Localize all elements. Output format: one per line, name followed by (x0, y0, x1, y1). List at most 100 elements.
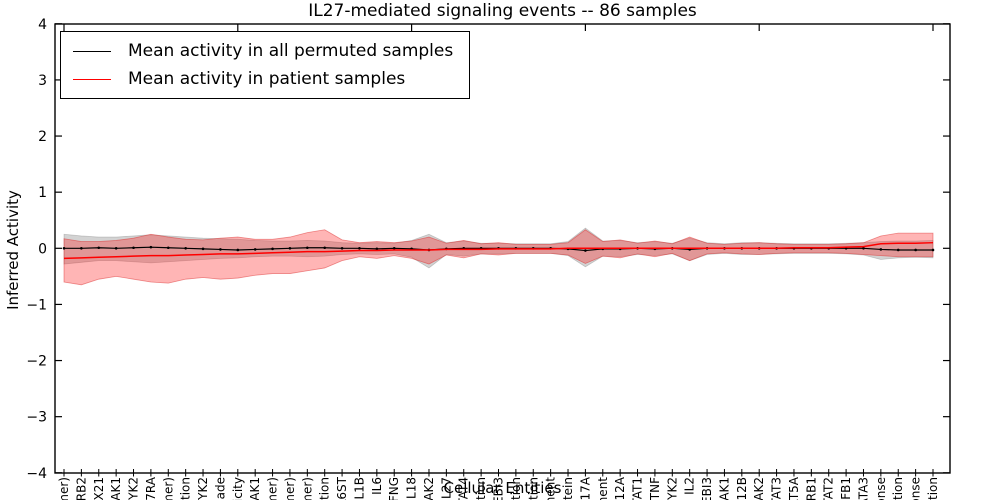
x-category-label: TBX21 (92, 477, 106, 500)
legend-line-sample-patient (73, 78, 111, 80)
x-category-label: STAT3 (770, 477, 784, 500)
permuted-mean-marker (114, 247, 118, 250)
permuted-mean-marker (340, 247, 344, 250)
x-category-label: IL27/EBI3 (492, 477, 506, 500)
legend-entry-patient: Mean activity in patient samples (73, 69, 453, 89)
permuted-mean-marker (253, 248, 257, 251)
x-category-label: IL12/IL12R/TYK2/JAK2 (422, 477, 436, 500)
permuted-mean-marker (149, 245, 153, 249)
permuted-mean-marker (306, 246, 309, 250)
x-category-label: TNF (648, 477, 662, 500)
x-category-label: IL18 (405, 477, 419, 500)
x-category-label: IL27/IL27R/JAK2/TYK2 (196, 477, 210, 500)
x-category-label: GATA3 (856, 477, 870, 500)
permuted-mean-marker (132, 246, 135, 250)
x-category-label: IL2 (683, 477, 697, 495)
x-category-label: T cell proliferation (179, 477, 193, 500)
x-category-label: positive regulation of T cell mediated c… (231, 477, 245, 500)
legend: Mean activity in all permuted samples Me… (60, 31, 471, 99)
permuted-mean-marker (323, 246, 327, 250)
y-tick-label: −4 (26, 466, 47, 482)
permuted-mean-marker (375, 247, 379, 251)
x-category-label: IL6ST (335, 476, 349, 500)
x-category-label: TYK2 (665, 477, 679, 500)
permuted-mean-marker (862, 247, 865, 250)
y-tick-label: 4 (38, 17, 47, 33)
x-category-label: T cell activation (526, 477, 540, 500)
permuted-mean-marker (184, 247, 187, 250)
permuted-mean-marker (931, 248, 935, 252)
x-category-label: IL17A (578, 476, 592, 500)
x-category-label: T cell differentiation (474, 477, 488, 500)
x-category-label: IL27RA (144, 476, 158, 500)
chart-title: IL27-mediated signaling events -- 86 sam… (308, 1, 697, 21)
x-category-label: IL12RB1 (804, 477, 818, 500)
x-category-label: T-helper 2 cell differentiation (891, 477, 905, 500)
permuted-mean-marker (236, 248, 240, 252)
y-tick-label: 0 (38, 241, 47, 257)
x-category-label: STAT1 (dimer) (57, 477, 71, 500)
legend-label-patient: Mean activity in patient samples (128, 69, 406, 89)
x-category-label: positive regulation of tyrosine phosphor… (561, 477, 575, 500)
legend-entry-permuted: Mean activity in all permuted samples (73, 41, 453, 61)
x-category-label: IL12RB2 (74, 477, 88, 500)
y-axis-label: Inferred Activity (4, 190, 22, 310)
y-tick-label: −1 (26, 297, 47, 313)
permuted-mean-marker (896, 248, 900, 252)
permuted-mean-marker (201, 247, 205, 251)
x-category-label: JAK2 (752, 477, 766, 500)
permuted-mean-marker (914, 248, 917, 252)
permuted-mean-marker (62, 247, 66, 250)
permuted-mean-marker (219, 248, 222, 251)
permuted-mean-marker (80, 247, 83, 250)
y-tick-label: −3 (26, 410, 47, 426)
permuted-mean-marker (879, 248, 883, 251)
x-category-label: CD4-positive alpha-beta T cell lineage c… (544, 477, 558, 500)
y-tick-label: 1 (38, 185, 47, 201)
permuted-mean-marker (392, 247, 396, 250)
x-category-label: positive regulation of mast cell cytokin… (318, 477, 332, 500)
x-category-label: MAPKKK cascade (213, 477, 227, 500)
permuted-mean-marker (166, 246, 170, 250)
x-category-label: STAT3 (dimer) (283, 477, 297, 500)
x-category-label: monocyte differentiation (509, 477, 523, 500)
x-category-label: T-helper cell lineage commitment (596, 477, 610, 500)
legend-line-sample-permuted (73, 50, 111, 52)
x-category-label: mast cell activation (926, 477, 940, 500)
x-axis-label: Cellular Entities (443, 479, 562, 497)
permuted-mean-marker (288, 247, 292, 250)
x-category-label: IL27R/JAK2/TYK2 (127, 477, 141, 500)
x-category-label: IL27 (439, 477, 453, 500)
x-category-label: IL12B (735, 477, 749, 500)
x-category-label: IL1B (352, 477, 366, 500)
x-category-label: STAT4 (dimer) (161, 477, 175, 500)
permuted-mean-marker (584, 249, 587, 252)
x-category-label: STAT2 (dimer) (266, 477, 280, 500)
permuted-mean-marker (97, 246, 101, 250)
permuted-mean-marker (358, 247, 361, 250)
x-category-label: IL27RA/JAK1 (248, 477, 262, 500)
legend-label-permuted: Mean activity in all permuted samples (128, 41, 454, 61)
x-category-label: IL27/IL27R/JAK1 (109, 477, 123, 500)
x-category-label: cytokine production during immune respon… (909, 477, 923, 500)
x-category-label: IL12A (613, 476, 627, 500)
x-category-label: T cell proliferation during immune respo… (874, 477, 888, 500)
patient-mean-line (63, 241, 934, 260)
x-category-label: STAT5A (dimer) (300, 477, 314, 500)
x-category-label: JAK1 (717, 477, 731, 500)
y-tick-label: 3 (38, 73, 47, 89)
y-tick-label: 2 (38, 129, 47, 145)
x-category-label: STAT4 (457, 477, 471, 500)
y-tick-label: −2 (26, 354, 47, 370)
x-category-label: TGFB1 (839, 477, 853, 500)
x-category-label: IFNG (387, 477, 401, 500)
permuted-mean-marker (271, 247, 274, 251)
x-category-label: STAT1 (631, 477, 645, 500)
x-category-label: EBI3 (700, 477, 714, 500)
x-category-label: STAT2 (822, 477, 836, 500)
x-category-label: IL6 (370, 477, 384, 495)
patient-band (63, 229, 934, 286)
x-category-label: STAT5A (787, 476, 801, 500)
